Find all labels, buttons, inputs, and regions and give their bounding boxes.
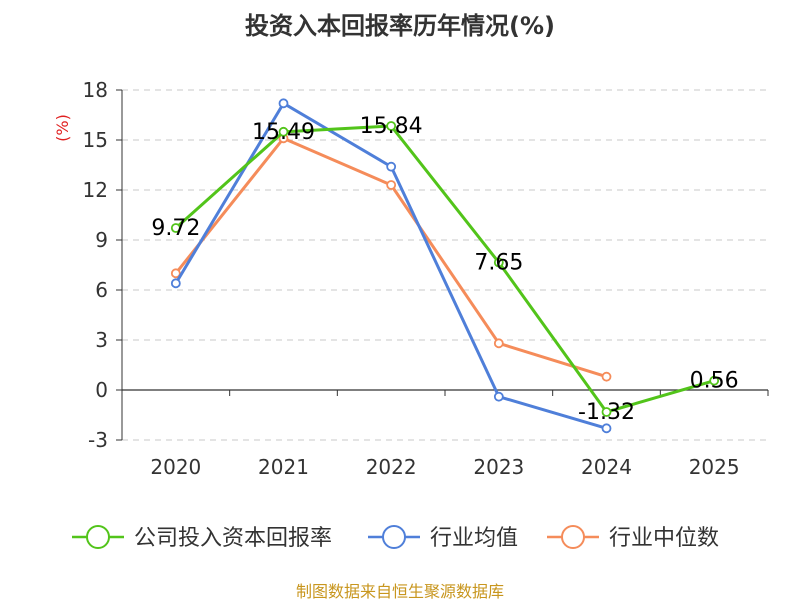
x-tick-label: 2025 [689,455,740,479]
data-point[interactable] [278,126,289,137]
data-label: 15.49 [252,120,315,145]
data-label: 9.72 [151,216,200,241]
x-tick-label: 2024 [581,455,632,479]
data-point[interactable] [170,278,181,289]
legend-marker-icon [86,525,110,549]
x-tick-label: 2023 [473,455,524,479]
series-line [174,124,715,414]
grid-lines [122,89,768,441]
y-tick-label: -3 [88,428,108,452]
data-point[interactable] [386,161,397,172]
source-note: 制图数据来自恒生聚源数据库 [296,582,504,600]
data-labels: 9.72 15.49 15.84 7.65 -1.32 0.56 [151,114,738,425]
data-label: 15.84 [360,114,423,139]
y-axis-label: (%) [53,114,72,142]
y-tick-label: 15 [83,128,108,152]
axes: -3 0 3 6 9 12 15 18 2020 2021 2022 2023 2024 2025 [83,78,769,479]
y-tick-label: 0 [95,378,108,402]
series-group [170,98,720,434]
y-tick-label: 6 [95,278,108,302]
legend-marker-icon [382,525,406,549]
y-tick-label: 18 [83,78,108,102]
series-line [174,101,607,430]
y-tick-label: 9 [95,228,108,252]
legend-label: 行业均值 [430,526,518,551]
data-point[interactable] [386,180,397,190]
data-label: 0.56 [690,369,739,394]
data-point[interactable] [170,223,181,233]
x-tick-label: 2022 [366,455,417,479]
data-point[interactable] [493,257,504,268]
data-label: -1.32 [578,400,635,425]
x-tick-label: 2020 [150,455,201,479]
y-tick-label: 12 [83,178,108,202]
data-point[interactable] [493,338,504,349]
x-tick-label: 2021 [258,455,309,479]
chart-title: 投资入本回报率历年情况(%) [245,12,555,40]
legend-marker-icon [561,525,585,549]
y-tick-label: 3 [95,328,108,352]
data-point[interactable] [278,98,289,109]
data-point[interactable] [493,391,504,402]
legend-item[interactable]: 行业均值 [368,525,518,551]
data-point[interactable] [709,375,720,386]
legend-item[interactable]: 行业中位数 [547,525,719,551]
data-point[interactable] [601,407,612,417]
data-point[interactable] [170,268,181,279]
data-point[interactable] [601,371,612,382]
data-point[interactable] [601,423,612,434]
data-label: 7.65 [474,251,523,276]
legend-item[interactable]: 公司投入资本回报率 [72,525,332,551]
legend-label: 公司投入资本回报率 [134,526,332,551]
legend-label: 行业中位数 [609,526,719,551]
data-point[interactable] [386,121,397,131]
legend[interactable]: 公司投入资本回报率 行业均值 行业中位数 [72,525,719,551]
